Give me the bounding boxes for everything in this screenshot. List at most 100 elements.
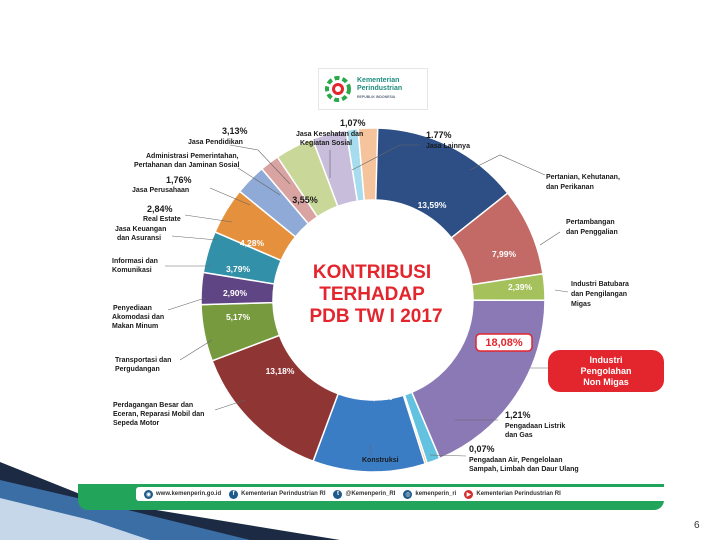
label-keuangan: Jasa Keuangan <box>115 226 166 233</box>
label-transportasi-2: Pergudangan <box>115 366 160 373</box>
label-jasa-pendidikan: Jasa Pendidikan <box>188 139 243 146</box>
label-perdagangan: Perdagangan Besar dan <box>113 402 193 409</box>
highlight-line2: Pengolahan <box>580 366 631 376</box>
label-pertambangan-2: dan Penggalian <box>566 229 618 236</box>
highlight-line1: Industri <box>590 355 623 365</box>
label-batubara-3: Migas <box>571 301 591 308</box>
pie-slice-17 <box>357 127 379 202</box>
label-konstruksi: Konstruksi <box>362 457 399 464</box>
label-keuangan-2: dan Asuransi <box>117 235 161 242</box>
leader-line-2 <box>554 289 569 293</box>
decor-stripe-light <box>0 498 150 540</box>
label-perdagangan-3: Sepeda Motor <box>113 420 160 427</box>
footer-youtube[interactable]: ▶ Kementerian Perindustrian RI <box>464 489 561 499</box>
center-title-line3: PDB TW I 2017 <box>309 306 442 327</box>
pct-air: 0,07% <box>469 444 495 454</box>
label-akomodasi: Penyediaan <box>113 305 152 312</box>
pct-jasa-pendidikan: 3,13% <box>222 126 248 136</box>
label-air: Pengadaan Air, Pengelolaan <box>469 457 563 464</box>
leader-line-0 <box>469 154 546 176</box>
label-pertanian: Pertanian, Kehutanan, <box>546 174 620 181</box>
footer-website[interactable]: ◉ www.kemenperin.go.id <box>144 489 222 499</box>
leader-lines <box>165 144 569 457</box>
leader-line-17 <box>214 399 246 411</box>
label-perdagangan-2: Eceran, Reparasi Mobil dan <box>113 411 204 418</box>
label-batubara-2: dan Pengilangan <box>571 291 627 298</box>
footer-facebook[interactable]: f Kementerian Perindustrian RI <box>229 489 326 499</box>
label-air-2: Sampah, Limbah dan Daur Ulang <box>469 466 579 473</box>
leader-line-6 <box>369 444 373 456</box>
label-jasa-kesehatan: Jasa Kesehatan dan <box>296 131 363 138</box>
pct-akomodasi: 2,90% <box>223 288 248 298</box>
leader-line-12 <box>184 214 233 223</box>
label-jasa-lainnya: Jasa Lainnya <box>426 143 470 150</box>
leader-line-8 <box>351 144 420 171</box>
footer-website-label: www.kemenperin.go.id <box>156 491 222 497</box>
label-jasa-kesehatan-2: Kegiatan Sosial <box>300 140 352 147</box>
footer-instagram-label: kemenperin_ri <box>415 491 457 497</box>
label-listrik-2: dan Gas <box>505 432 533 439</box>
footer-youtube-label: Kementerian Perindustrian RI <box>476 491 561 497</box>
leader-line-5 <box>429 454 467 457</box>
pct-transportasi: 5,17% <box>226 312 251 322</box>
pct-industri-nonmigas-box <box>475 333 533 352</box>
pct-listrik: 1,21% <box>505 410 531 420</box>
twitter-icon: t <box>333 489 343 499</box>
leader-line-9 <box>229 144 291 185</box>
page-number: 6 <box>694 520 700 531</box>
pct-real-estate: 2,84% <box>147 204 173 214</box>
label-informasi-2: Komunikasi <box>112 267 152 274</box>
gear-logo-icon <box>325 76 351 102</box>
pct-pertanian: 13,59% <box>418 200 447 210</box>
label-pertambangan: Pertambangan <box>566 219 615 226</box>
highlight-line3: Non Migas <box>583 377 629 387</box>
footer-bar: ◉ www.kemenperin.go.id f Kementerian Perin… <box>78 484 684 510</box>
donut-hole <box>274 201 472 399</box>
footer-social-strip: ◉ www.kemenperin.go.id f Kementerian Perin… <box>136 487 684 501</box>
leader-line-11 <box>209 187 251 206</box>
pct-perdagangan: 13,18% <box>266 366 295 376</box>
center-title-line1: KONTRIBUSI <box>313 262 431 283</box>
leader-line-13 <box>171 235 218 241</box>
logo-name-line2: Perindustrian <box>357 85 403 92</box>
pct-jasa-perusahaan: 1,76% <box>166 175 192 185</box>
facebook-icon: f <box>229 489 239 499</box>
footer-twitter-label: @Kemenperin_RI <box>345 491 396 497</box>
pct-jasa-lainnya: 1.77% <box>426 130 452 140</box>
pct-informasi: 3,79% <box>226 264 251 274</box>
logo-name-line1: Kementerian <box>357 77 400 84</box>
globe-icon: ◉ <box>144 489 153 499</box>
youtube-icon: ▶ <box>464 489 474 499</box>
pct-jasa-kesehatan: 1,07% <box>340 118 366 128</box>
instagram-icon: ◎ <box>403 489 413 499</box>
label-pertanian-2: dan Perikanan <box>546 184 594 191</box>
footer-instagram[interactable]: ◎ kemenperin_ri <box>403 489 457 499</box>
footer-twitter[interactable]: t @Kemenperin_RI <box>333 489 396 499</box>
label-batubara: Industri Batubara <box>571 281 629 288</box>
center-title-line2: TERHADAP <box>319 284 425 305</box>
label-transportasi: Transportasi dan <box>115 357 171 364</box>
leader-line-1 <box>539 231 561 246</box>
label-listrik: Pengadaan Listrik <box>505 423 565 430</box>
label-administrasi-2: Pertahanan dan Jaminan Sosial <box>134 162 239 169</box>
pct-keuangan: 4,28% <box>240 238 265 248</box>
leader-line-10 <box>237 167 281 196</box>
label-akomodasi-2: Akomodasi dan <box>112 314 164 321</box>
leader-line-15 <box>167 297 206 311</box>
pct-administrasi: 3,55% <box>292 195 318 205</box>
pct-industri-nonmigas: 18,08% <box>485 337 523 349</box>
label-informasi: Informasi dan <box>112 258 158 265</box>
kemenperin-logo: Kementerian Perindustrian REPUBLIK INDON… <box>318 68 428 110</box>
logo-sub: REPUBLIK INDONESIA <box>357 95 396 99</box>
pct-pertambangan: 7,99% <box>492 249 517 259</box>
label-real-estate: Real Estate <box>143 216 181 223</box>
highlight-label-box <box>548 350 664 392</box>
label-akomodasi-3: Makan Minum <box>112 323 158 330</box>
label-jasa-perusahaan: Jasa Perusahaan <box>132 187 189 194</box>
footer-facebook-label: Kementerian Perindustrian RI <box>241 491 326 497</box>
leader-line-16 <box>179 339 213 361</box>
pct-industri-batubara: 2,39% <box>508 282 533 292</box>
label-administrasi: Administrasi Pemerintahan, <box>146 153 239 160</box>
pct-konstruksi: 10,25% <box>364 392 393 402</box>
